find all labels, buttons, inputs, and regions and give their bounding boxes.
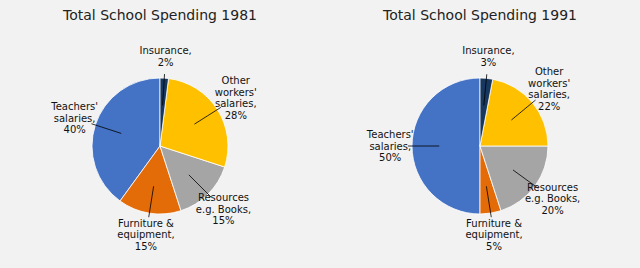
chart-title: Total School Spending 1991 xyxy=(382,7,577,23)
slice-label: Resourcese.g. Books,15% xyxy=(196,192,251,226)
slice-label: Furniture &equipment,5% xyxy=(465,218,522,252)
pie-slice xyxy=(160,78,169,146)
leader-line xyxy=(163,74,165,105)
leader-line xyxy=(511,100,535,120)
leader-line xyxy=(408,146,439,147)
pie-panel: Total School Spending 1991 Teachers'salar… xyxy=(366,7,580,252)
figure: Total School Spending 1981 Teachers'salar… xyxy=(0,0,640,268)
pie-panel: Total School Spending 1981 Teachers'salar… xyxy=(50,7,257,252)
leader-line xyxy=(194,107,220,124)
slice-label: Insurance,3% xyxy=(462,45,514,68)
leader-line xyxy=(91,124,121,134)
pie-slice xyxy=(480,78,493,146)
leader-line xyxy=(484,74,487,105)
leader-line xyxy=(149,186,154,217)
slice-label: Resourcese.g. Books,20% xyxy=(525,182,580,216)
labels: Teachers'salaries,50% Furniture &equipmen… xyxy=(366,45,580,251)
chart-title: Total School Spending 1981 xyxy=(62,7,257,23)
slice-label: Furniture &equipment,15% xyxy=(117,218,174,252)
labels: Teachers'salaries,40% Furniture &equipmen… xyxy=(50,45,257,251)
slice-label: Teachers'salaries,50% xyxy=(366,129,414,163)
slice-label: Teachers'salaries,40% xyxy=(50,101,98,135)
slice-label: Insurance,2% xyxy=(140,45,192,68)
slice-label: Otherworkers'salaries,22% xyxy=(528,66,570,112)
slice-label: Otherworkers'salaries,28% xyxy=(215,75,257,121)
leader-line xyxy=(486,186,491,217)
